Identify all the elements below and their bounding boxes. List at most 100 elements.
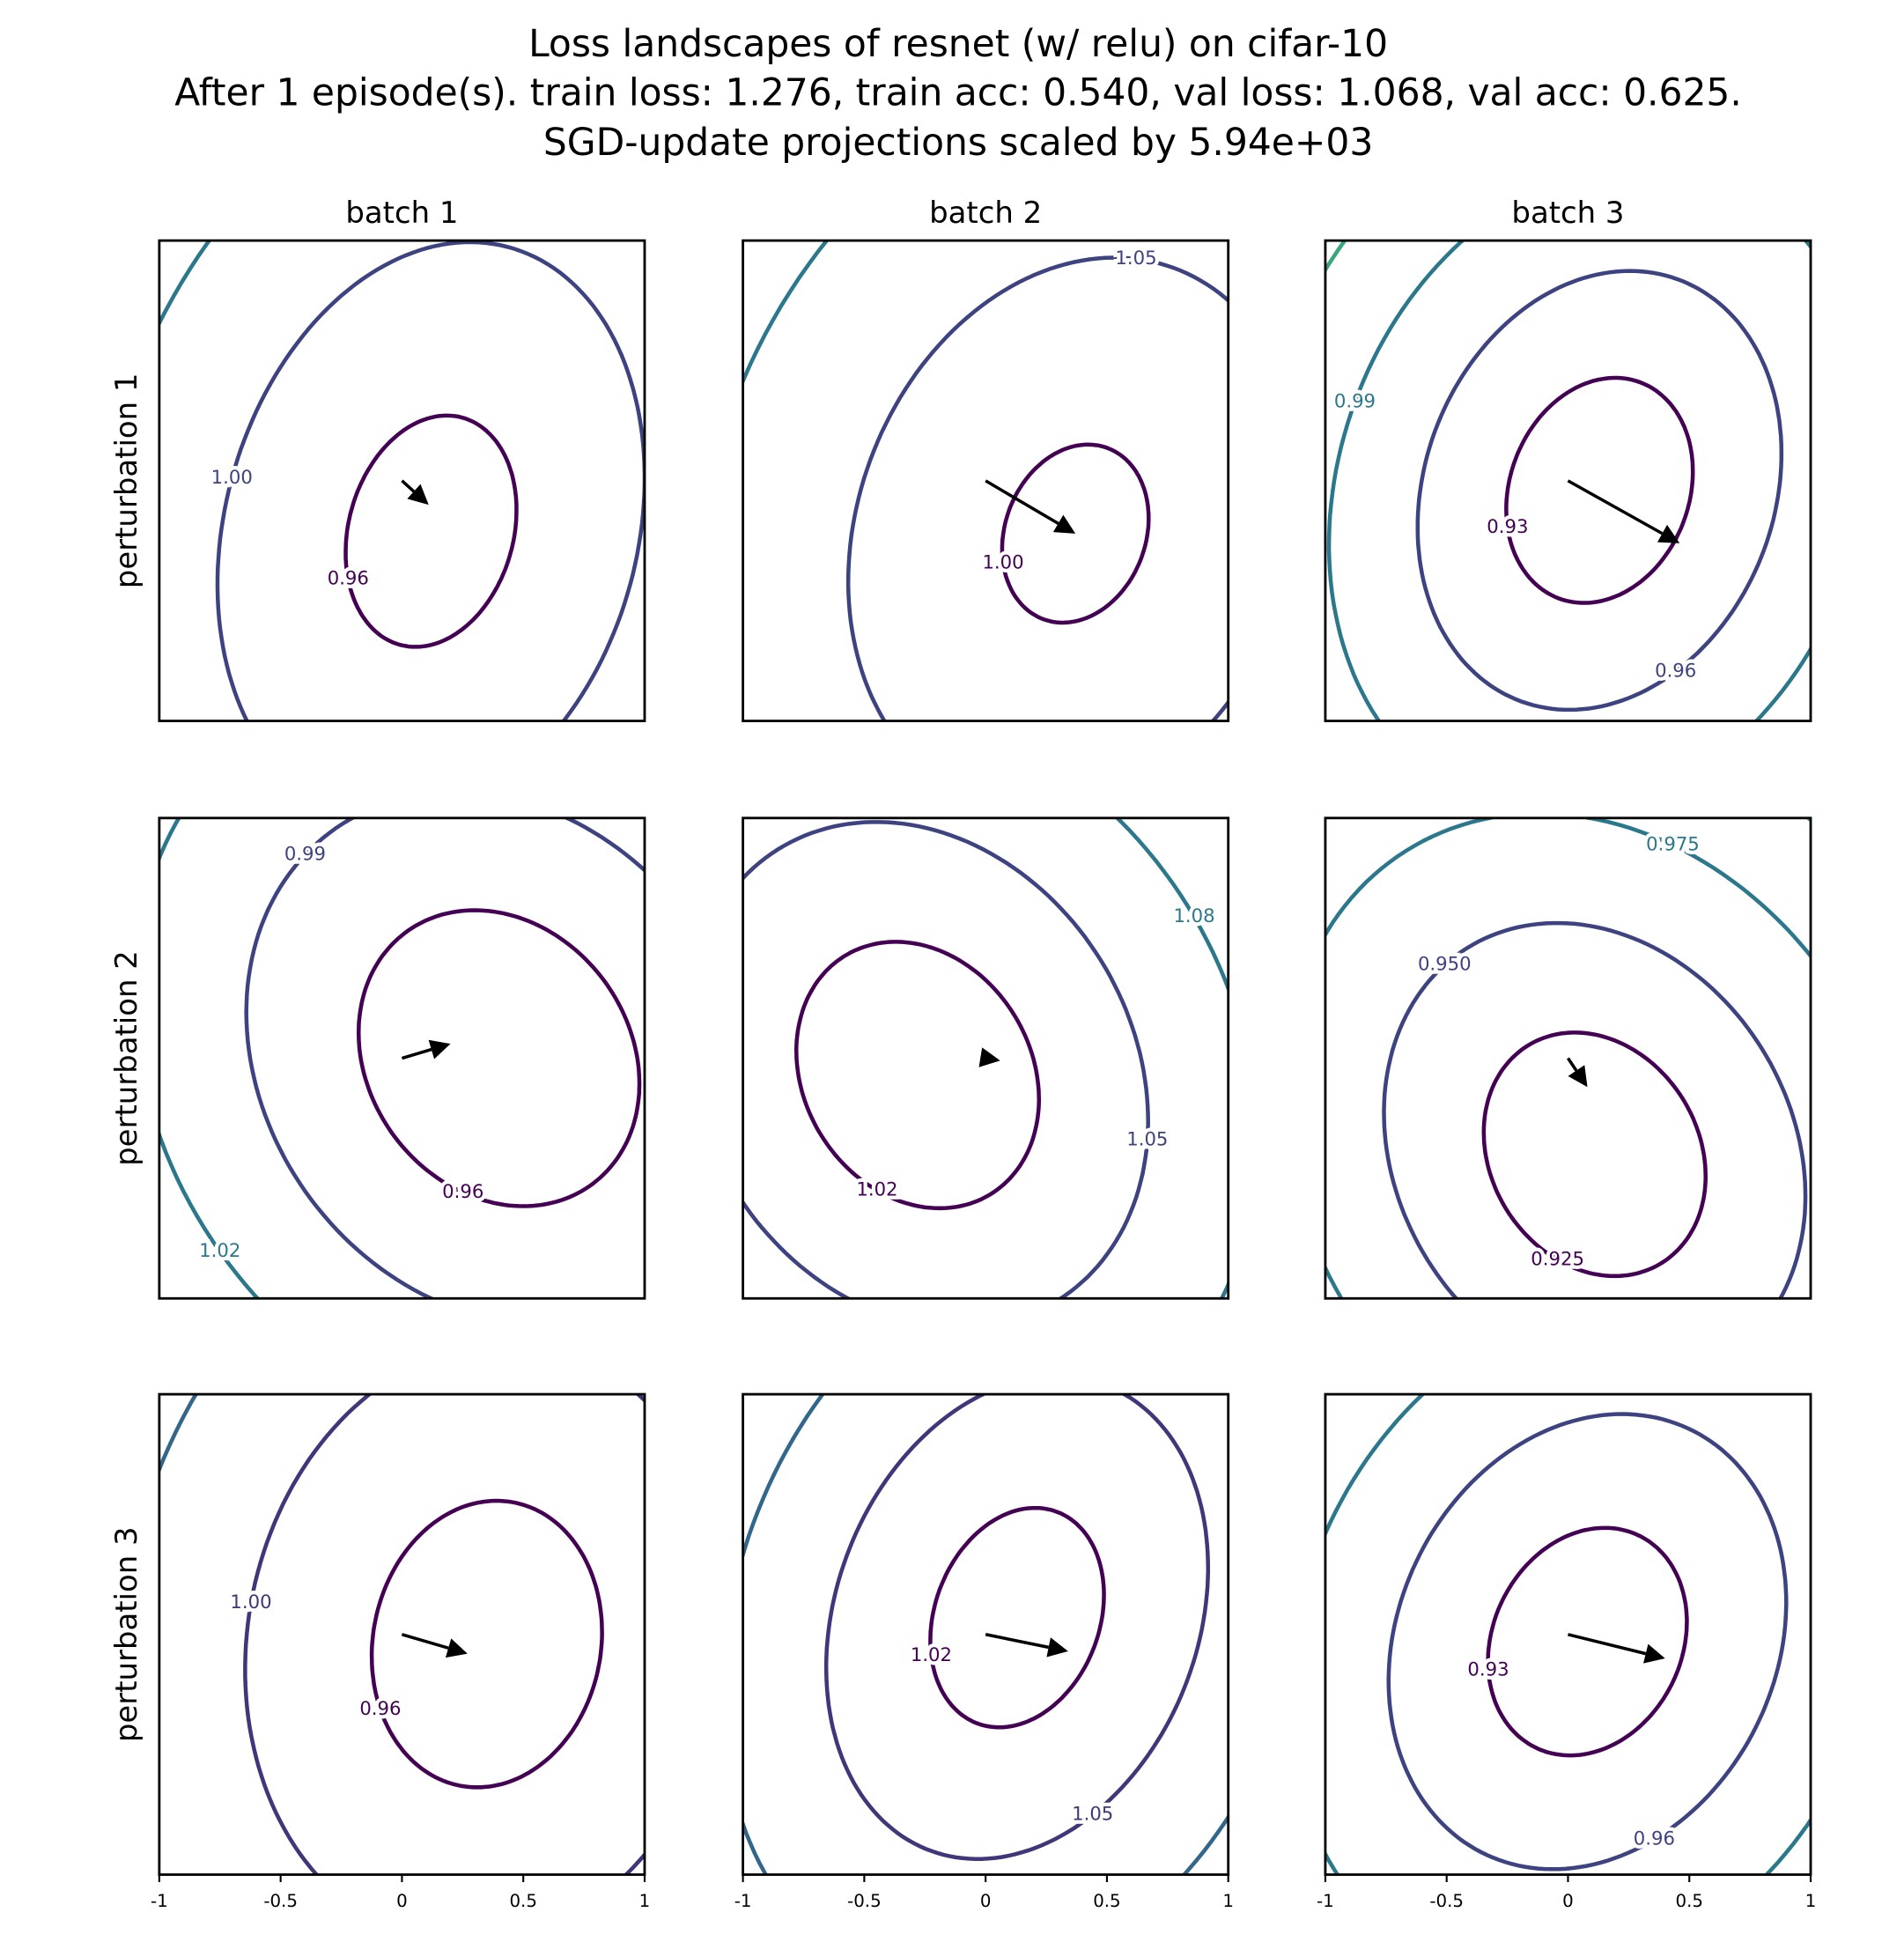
contour-line — [360, 462, 1476, 1687]
contour-line — [618, 1113, 1416, 1938]
plot-area: 0.93 0.96 — [991, 959, 1904, 1938]
update-arrow — [401, 1047, 432, 1060]
plot-area: 0.925 0.950 0.975 — [985, 484, 1904, 1823]
x-tick-label: 0.5 — [509, 1891, 536, 1911]
contour-line — [251, 343, 1585, 1807]
contour-line — [0, 0, 1029, 1340]
contour-line — [1804, 817, 1812, 823]
contour-line — [1325, 240, 1347, 274]
plot-area: 1.00 1.05 — [541, 0, 1611, 1184]
contour-line — [1386, 1412, 1789, 1872]
contour-line — [1415, 269, 1784, 713]
contour-line — [243, 1394, 645, 1875]
contour-label: 0.99 — [1334, 390, 1376, 412]
contour-line — [1481, 1030, 1708, 1279]
contour-line — [1382, 920, 1808, 1299]
x-tick-label: 1 — [639, 1891, 651, 1911]
contour-label: 1.00 — [982, 551, 1023, 573]
x-tick-label: 1 — [1805, 1891, 1817, 1911]
contour-label: 0.96 — [1655, 660, 1696, 682]
contour-line — [22, 555, 977, 1561]
contour-line — [1486, 1525, 1689, 1758]
row-title: perturbation 3 — [109, 1526, 144, 1742]
plot-area: 0.96 1.00 — [0, 870, 1109, 1938]
x-tick-label: 0 — [980, 1891, 992, 1911]
x-tick-label: -1 — [734, 1891, 752, 1911]
contour-label: 0.93 — [1467, 1658, 1509, 1680]
contour-line — [244, 817, 645, 1299]
contour-label: 0.99 — [284, 843, 326, 865]
contour-line — [742, 240, 830, 387]
x-tick-label: 0.5 — [1093, 1891, 1120, 1911]
contour-line — [1090, 1073, 1904, 1938]
contour-line — [1325, 1394, 1812, 1875]
contour-label: 1.00 — [230, 1591, 271, 1613]
contour-label: 0.96 — [442, 1180, 483, 1202]
contour-line — [742, 820, 1150, 1299]
contour-line — [369, 1498, 604, 1790]
arrow-head — [1657, 524, 1680, 543]
arrow-head — [1052, 514, 1076, 534]
contour-line — [928, 1505, 1106, 1730]
contour-line — [793, 940, 1042, 1211]
update-arrow — [985, 479, 1059, 525]
contour-line — [991, 959, 1904, 1938]
contour-label: 0.950 — [1418, 953, 1472, 975]
contour-label: 1.05 — [1072, 1802, 1113, 1824]
contour-label: 1.08 — [1173, 905, 1214, 927]
contour-line — [1063, 0, 1904, 1137]
axes-frame — [1324, 239, 1812, 723]
update-arrow — [1567, 1057, 1578, 1072]
contour-label: 1.05 — [1126, 1128, 1168, 1150]
contour-line — [306, 718, 1729, 1938]
contour-label: 1.02 — [199, 1239, 240, 1261]
contour-line — [159, 817, 261, 1299]
x-tick-label: -1 — [151, 1891, 168, 1911]
arrow-head — [1643, 1643, 1665, 1664]
contour-label: 0.96 — [328, 567, 369, 589]
update-arrow — [401, 479, 416, 493]
arrow-head — [445, 1638, 468, 1658]
row-title: perturbation 2 — [109, 950, 144, 1166]
contour-label: 0.925 — [1531, 1247, 1584, 1269]
column-title: batch 3 — [1511, 196, 1624, 230]
contour-label: 1.05 — [1115, 247, 1156, 269]
arrow-head — [428, 1039, 451, 1060]
plot-area: 0.96 1.00 — [0, 0, 1029, 1340]
contour-label: 1.00 — [211, 466, 253, 488]
plot-area: 0.93 0.96 0.99 — [1063, 0, 1904, 1137]
update-arrow — [1568, 1633, 1647, 1656]
contour-line — [541, 0, 1611, 1184]
contour-line — [742, 1394, 1229, 1875]
x-tick-label: 0 — [396, 1891, 408, 1911]
x-tick-label: 0 — [1562, 1891, 1574, 1911]
update-arrow — [985, 1633, 1050, 1650]
plot-area: 1.02 1.05 — [306, 718, 1729, 1938]
axes-frame — [742, 816, 1230, 1300]
contour-line — [845, 255, 1229, 721]
suptitle: After 1 episode(s). train loss: 1.276, t… — [174, 70, 1742, 114]
contour-line — [356, 908, 642, 1208]
suptitle: Loss landscapes of resnet (w/ relu) on c… — [528, 22, 1388, 65]
contour-line — [469, 582, 1366, 1568]
contour-label: 0.96 — [1634, 1828, 1675, 1850]
contour-line — [343, 413, 519, 649]
contour-line — [215, 240, 645, 721]
x-tick-label: -0.5 — [1429, 1891, 1464, 1911]
contour-label: 1.02 — [856, 1178, 897, 1200]
arrow-head — [407, 484, 429, 506]
contour-label: 0.96 — [359, 1697, 401, 1719]
arrow-head — [1046, 1637, 1068, 1658]
contour-line — [823, 1394, 1211, 1861]
plot-area: 0.96 0.99 1.02 — [0, 319, 1201, 1798]
contour-label: 1.02 — [911, 1643, 952, 1665]
column-title: batch 2 — [929, 196, 1042, 230]
contour-line — [1114, 817, 1229, 1299]
contour-line — [985, 484, 1904, 1823]
x-tick-label: -1 — [1317, 1891, 1334, 1911]
axes-frame — [158, 816, 646, 1300]
contour-line — [0, 319, 1201, 1798]
row-title: perturbation 1 — [109, 373, 144, 589]
contour-line — [0, 870, 1109, 1938]
